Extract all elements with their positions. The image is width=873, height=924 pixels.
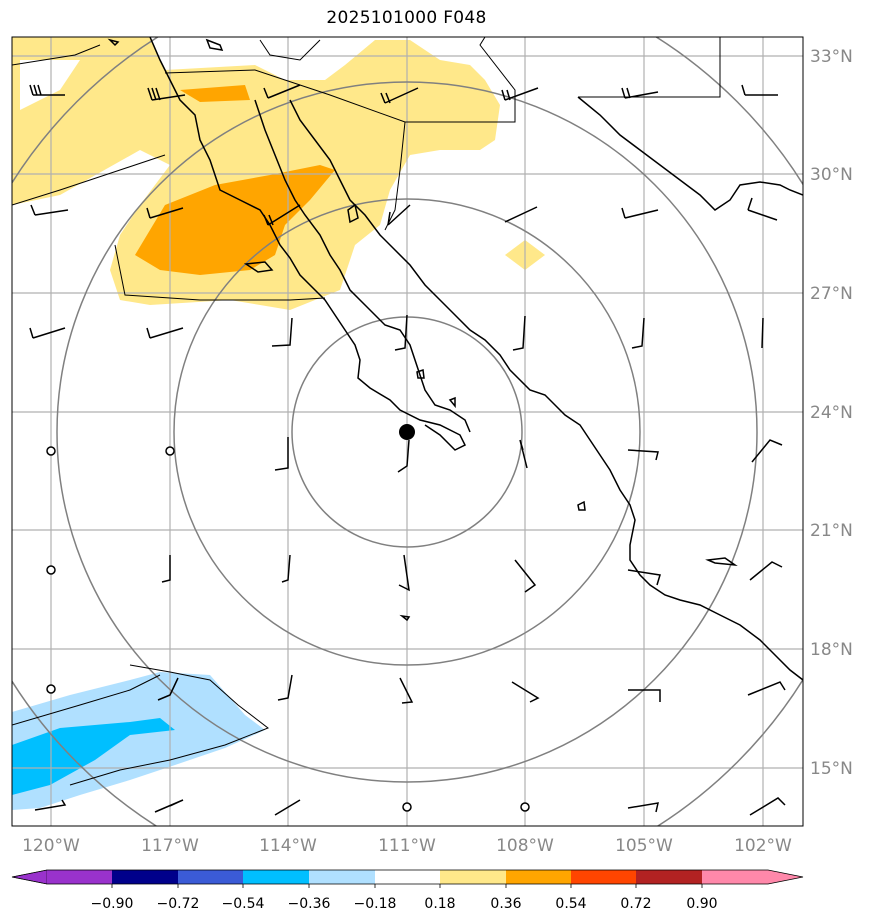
lon-label: 105°W [615, 836, 673, 856]
colorbar-segment [375, 870, 440, 884]
colorbar-label: 0.54 [555, 896, 586, 912]
colorbar-label: 0.36 [490, 896, 521, 912]
calm-wind-markers [46, 446, 530, 812]
lat-label: 15°N [810, 759, 853, 779]
map-frame [11, 36, 804, 827]
colorbar-segment [768, 870, 803, 884]
lon-label: 102°W [734, 836, 792, 856]
lon-label: 117°W [141, 836, 199, 856]
lon-label: 114°W [259, 836, 317, 856]
lat-label: 21°N [810, 521, 853, 541]
colorbar-label: −0.18 [354, 896, 397, 912]
coastlines [107, 37, 803, 681]
map-title: 2025101000 F048 [326, 8, 487, 28]
wind-barbs [29, 84, 786, 816]
lon-label: 120°W [22, 836, 80, 856]
lat-labels: 33°N 30°N 27°N 24°N 21°N 18°N 15°N [810, 47, 853, 779]
colorbar-label: −0.72 [157, 896, 200, 912]
colorbar-segment [243, 870, 309, 884]
storm-center-marker [399, 424, 415, 440]
colorbar-segment [571, 870, 636, 884]
lat-label: 30°N [810, 165, 853, 185]
lat-label: 24°N [810, 403, 853, 423]
colorbar-segment [506, 870, 571, 884]
colorbar-segment [440, 870, 506, 884]
colorbar-label: 0.72 [620, 896, 651, 912]
lat-label: 27°N [810, 284, 853, 304]
colorbar-outline [11, 869, 804, 885]
lon-labels: 120°W 117°W 114°W 111°W 108°W 105°W 102°… [22, 836, 792, 856]
lon-label: 108°W [496, 836, 554, 856]
range-rings [12, 37, 803, 826]
colorbar-label: −0.36 [288, 896, 331, 912]
colorbar-label: −0.54 [222, 896, 265, 912]
lat-label: 18°N [810, 640, 853, 660]
lon-label: 111°W [378, 836, 436, 856]
colorbar-label: −0.90 [91, 896, 134, 912]
colorbar-label: 0.90 [686, 896, 717, 912]
colorbar-segment [47, 870, 112, 884]
colorbar-segment [636, 870, 702, 884]
colorbar-label: 0.18 [424, 896, 455, 912]
colorbar-segment [112, 870, 178, 884]
colorbar-segment [309, 870, 375, 884]
colorbar-segment [11, 869, 48, 885]
colorbar-segment [702, 870, 768, 884]
lat-label: 33°N [810, 47, 853, 67]
colorbar-segment [178, 870, 243, 884]
colorbar: −0.90 −0.72 −0.54 −0.36 −0.18 0.18 0.36 … [11, 869, 804, 912]
